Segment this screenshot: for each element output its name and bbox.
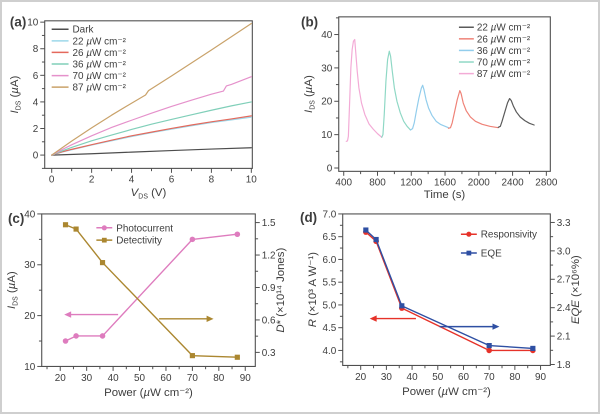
svg-text:70 µW cm⁻²: 70 µW cm⁻² bbox=[477, 57, 531, 68]
svg-text:Detectivity: Detectivity bbox=[116, 236, 162, 247]
svg-text:80: 80 bbox=[213, 373, 225, 384]
svg-text:10: 10 bbox=[27, 18, 39, 29]
svg-text:50: 50 bbox=[432, 372, 444, 383]
svg-text:50: 50 bbox=[134, 373, 146, 384]
svg-text:2: 2 bbox=[89, 175, 95, 186]
svg-text:800: 800 bbox=[369, 178, 386, 189]
svg-text:EQE: EQE bbox=[481, 249, 502, 260]
svg-text:10: 10 bbox=[24, 362, 36, 373]
svg-text:70 µW cm⁻²: 70 µW cm⁻² bbox=[73, 71, 127, 82]
svg-text:IDS (µA): IDS (µA) bbox=[9, 76, 22, 114]
svg-text:2400: 2400 bbox=[502, 178, 525, 189]
svg-text:4: 4 bbox=[33, 97, 39, 108]
svg-text:2.4: 2.4 bbox=[557, 303, 571, 314]
svg-text:Power (µW cm⁻²): Power (µW cm⁻²) bbox=[104, 387, 193, 399]
svg-text:8: 8 bbox=[33, 44, 39, 55]
svg-text:30: 30 bbox=[81, 373, 93, 384]
svg-text:D* (×10¹⁴ Jones): D* (×10¹⁴ Jones) bbox=[275, 248, 287, 333]
svg-text:40: 40 bbox=[108, 373, 120, 384]
svg-text:Power (µW cm⁻²): Power (µW cm⁻²) bbox=[402, 386, 491, 398]
svg-text:(b): (b) bbox=[301, 15, 318, 30]
svg-text:4.0: 4.0 bbox=[322, 346, 336, 357]
svg-text:40: 40 bbox=[321, 30, 333, 41]
svg-text:40: 40 bbox=[407, 372, 419, 383]
svg-text:0: 0 bbox=[33, 151, 39, 162]
svg-text:Photocurrent: Photocurrent bbox=[116, 223, 173, 234]
svg-text:60: 60 bbox=[458, 372, 470, 383]
svg-text:30: 30 bbox=[381, 372, 393, 383]
svg-text:1600: 1600 bbox=[434, 178, 457, 189]
svg-text:0: 0 bbox=[327, 163, 333, 174]
svg-text:22 µW cm⁻²: 22 µW cm⁻² bbox=[477, 23, 531, 34]
panel-c-chart: 20 30 40 50 60 70 80 90 10 20 30 40 0.3 0.6 0.9 1.2 1.5 P… bbox=[6, 209, 287, 399]
svg-text:IDS (µA): IDS (µA) bbox=[6, 271, 19, 309]
svg-text:7.0: 7.0 bbox=[322, 209, 336, 220]
svg-text:90: 90 bbox=[240, 373, 252, 384]
svg-text:30: 30 bbox=[24, 260, 36, 271]
panel-b-chart: 400 800 1200 1600 2000 2400 2800 0 10 20 30 40 22 µW… bbox=[301, 15, 558, 201]
svg-text:30: 30 bbox=[321, 63, 333, 74]
svg-text:2000: 2000 bbox=[468, 178, 491, 189]
svg-text:Responsivity: Responsivity bbox=[481, 230, 537, 241]
svg-text:90: 90 bbox=[535, 372, 547, 383]
svg-text:8: 8 bbox=[209, 175, 215, 186]
svg-text:0: 0 bbox=[49, 175, 55, 186]
svg-text:87 µW cm⁻²: 87 µW cm⁻² bbox=[477, 69, 531, 80]
svg-text:1.2: 1.2 bbox=[262, 251, 276, 262]
panel-d-chart: 20 30 40 50 60 70 80 90 4.0 4.5 5.0 5.5 6.0 6.5 7.0 1.8… bbox=[300, 209, 582, 398]
svg-text:20: 20 bbox=[321, 97, 333, 108]
svg-text:(a): (a) bbox=[10, 15, 26, 30]
svg-text:4: 4 bbox=[129, 175, 135, 186]
svg-text:2800: 2800 bbox=[535, 178, 558, 189]
svg-text:0.9: 0.9 bbox=[262, 283, 276, 294]
svg-text:20: 20 bbox=[355, 372, 367, 383]
svg-text:5.5: 5.5 bbox=[322, 278, 336, 289]
svg-text:20: 20 bbox=[55, 373, 67, 384]
svg-text:70: 70 bbox=[187, 373, 199, 384]
svg-text:(d): (d) bbox=[300, 210, 317, 225]
svg-text:2: 2 bbox=[33, 124, 39, 135]
svg-text:R (×10³ A W⁻¹): R (×10³ A W⁻¹) bbox=[307, 252, 319, 327]
svg-text:2.1: 2.1 bbox=[557, 332, 571, 343]
svg-text:4.5: 4.5 bbox=[322, 323, 336, 334]
svg-text:0.6: 0.6 bbox=[262, 315, 276, 326]
svg-text:EQE (×10⁶%): EQE (×10⁶%) bbox=[570, 255, 582, 324]
svg-text:(c): (c) bbox=[8, 211, 24, 226]
svg-text:10: 10 bbox=[321, 130, 333, 141]
svg-text:6: 6 bbox=[169, 175, 175, 186]
svg-text:26 µW cm⁻²: 26 µW cm⁻² bbox=[477, 34, 531, 45]
svg-text:20: 20 bbox=[24, 311, 36, 322]
svg-text:87 µW cm⁻²: 87 µW cm⁻² bbox=[73, 83, 127, 94]
figure-top-row: 0 2 4 6 8 10 0 2 4 6 8 10 Dark 22 µW cm⁻² 26 µW cm⁻² 36… bbox=[2, 2, 598, 207]
svg-text:40: 40 bbox=[24, 209, 36, 220]
svg-text:3.3: 3.3 bbox=[557, 218, 571, 229]
svg-text:36 µW cm⁻²: 36 µW cm⁻² bbox=[73, 59, 127, 70]
svg-text:1200: 1200 bbox=[400, 178, 423, 189]
svg-text:IDS (µA): IDS (µA) bbox=[303, 75, 316, 113]
svg-text:6.0: 6.0 bbox=[322, 255, 336, 266]
svg-text:1.8: 1.8 bbox=[557, 360, 571, 371]
figure-bottom-row: 20 30 40 50 60 70 80 90 10 20 30 40 0.3 0.6 0.9 1.2 1.5 P… bbox=[2, 207, 598, 412]
svg-text:6: 6 bbox=[33, 71, 39, 82]
svg-text:Dark: Dark bbox=[73, 25, 94, 36]
svg-text:5.0: 5.0 bbox=[322, 300, 336, 311]
svg-text:400: 400 bbox=[335, 178, 352, 189]
svg-text:Time (s): Time (s) bbox=[424, 189, 466, 201]
svg-text:3.0: 3.0 bbox=[557, 246, 571, 257]
svg-text:80: 80 bbox=[509, 372, 521, 383]
svg-text:2.7: 2.7 bbox=[557, 275, 571, 286]
svg-text:70: 70 bbox=[484, 372, 496, 383]
svg-text:60: 60 bbox=[160, 373, 172, 384]
svg-text:0.3: 0.3 bbox=[262, 348, 276, 359]
svg-text:10: 10 bbox=[246, 175, 258, 186]
svg-text:VDS (V): VDS (V) bbox=[131, 187, 167, 200]
svg-text:1.5: 1.5 bbox=[262, 218, 276, 229]
svg-text:22 µW cm⁻²: 22 µW cm⁻² bbox=[73, 36, 127, 47]
svg-text:36 µW cm⁻²: 36 µW cm⁻² bbox=[477, 46, 531, 57]
svg-text:26 µW cm⁻²: 26 µW cm⁻² bbox=[73, 48, 127, 59]
svg-text:6.5: 6.5 bbox=[322, 232, 336, 243]
